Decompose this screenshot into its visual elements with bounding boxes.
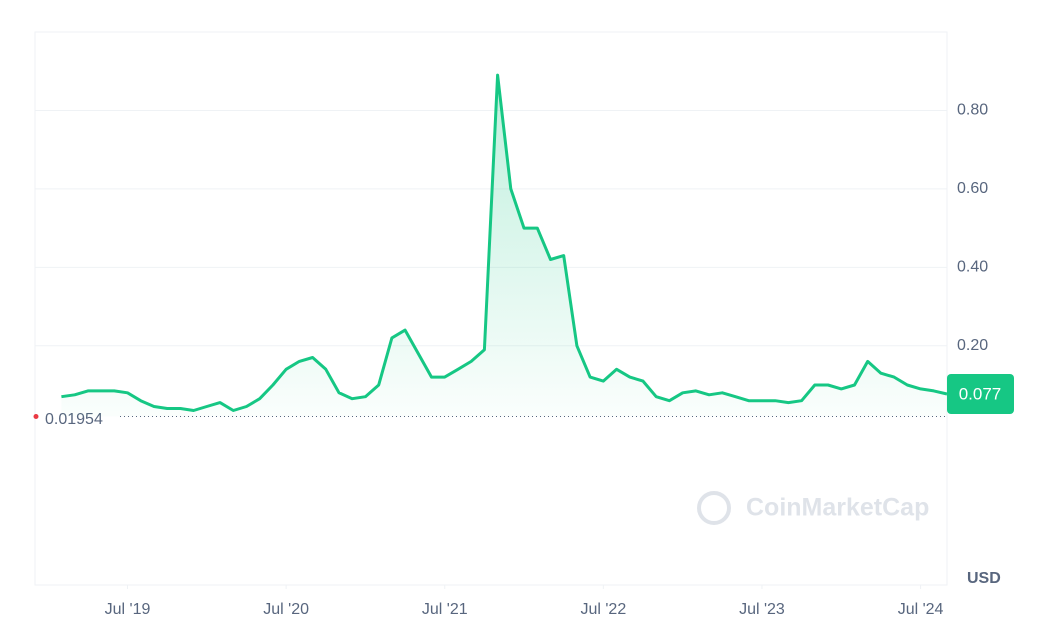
price-line bbox=[61, 73, 948, 412]
plot-frame bbox=[34, 31, 948, 586]
x-tick-label: Jul '20 bbox=[263, 601, 309, 618]
y-tick-label: 0.80 bbox=[957, 102, 988, 119]
watermark: CoinMarketCap bbox=[697, 491, 929, 525]
x-tick-label: Jul '21 bbox=[422, 601, 468, 618]
x-tick-label: Jul '19 bbox=[105, 601, 151, 618]
currency-label: USD bbox=[967, 570, 1001, 587]
x-tick-label: Jul '24 bbox=[898, 601, 944, 618]
y-tick-label: 0.60 bbox=[957, 180, 988, 197]
area bbox=[61, 75, 947, 417]
x-tick-label: Jul '22 bbox=[580, 601, 626, 618]
x-tick-label: Jul '23 bbox=[739, 601, 785, 618]
baseline-dot bbox=[33, 414, 39, 420]
watermark-text: CoinMarketCap bbox=[746, 494, 929, 522]
y-tick-label: 0.20 bbox=[957, 337, 988, 354]
y-tick-label: 0.40 bbox=[957, 259, 988, 276]
current-price-box bbox=[947, 373, 1014, 414]
current-price-tag: 0.077 bbox=[947, 373, 1014, 414]
current-price-label: 0.077 bbox=[959, 384, 1002, 403]
